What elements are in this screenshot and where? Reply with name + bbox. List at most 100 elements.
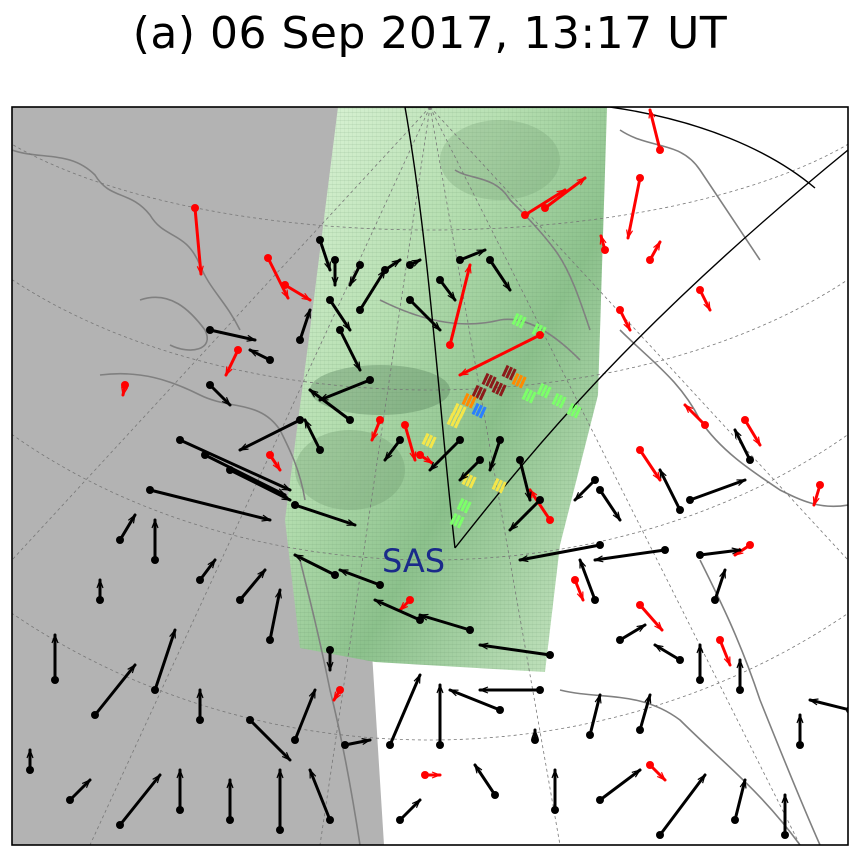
velocity-vector — [486, 256, 512, 292]
velocity-vector — [578, 558, 599, 604]
velocity-vector — [401, 421, 417, 462]
velocity-vector — [508, 496, 544, 532]
night-shade — [12, 107, 384, 845]
velocity-vector — [264, 254, 290, 300]
velocity-vector — [516, 456, 532, 502]
velocity-vector — [636, 601, 664, 632]
velocity-vector — [571, 576, 585, 602]
velocity-vector — [308, 388, 354, 424]
velocity-vector — [781, 793, 789, 839]
velocity-vector — [291, 501, 357, 527]
velocity-vector — [741, 416, 762, 447]
echo-cell — [446, 412, 462, 429]
station-label: SAS — [382, 542, 445, 580]
echo-cell — [491, 477, 507, 494]
velocity-vector — [356, 268, 387, 314]
echo-cell — [461, 472, 477, 489]
velocity-vector — [293, 553, 339, 579]
velocity-vector — [573, 476, 599, 502]
velocity-vector — [370, 416, 384, 442]
radar-echoes — [421, 312, 582, 529]
velocity-vector — [291, 688, 317, 744]
velocity-vector — [616, 623, 647, 644]
velocity-vector — [636, 446, 662, 482]
velocity-vector — [246, 716, 292, 762]
echo-cell — [481, 372, 497, 389]
velocity-vector — [626, 174, 644, 240]
velocity-vector — [326, 296, 352, 332]
velocity-vector — [696, 547, 742, 559]
velocity-vector — [436, 276, 457, 302]
velocity-vector — [596, 486, 622, 522]
imager-swath — [285, 107, 607, 672]
velocity-vector — [176, 768, 184, 814]
velocity-vector — [731, 778, 747, 824]
map-frame — [11, 106, 849, 846]
velocity-vector — [653, 643, 684, 664]
velocity-vector — [658, 468, 684, 514]
velocity-vector — [796, 713, 804, 749]
velocity-vector — [281, 281, 312, 302]
velocity-vector — [686, 478, 747, 504]
velocity-vector — [303, 418, 324, 454]
velocity-vector — [478, 642, 554, 659]
velocity-vector — [191, 204, 204, 276]
radar-fov — [404, 107, 848, 549]
velocity-vector — [383, 436, 404, 462]
velocity-vector — [151, 628, 177, 694]
velocity-vector — [458, 331, 544, 377]
velocity-vector — [396, 798, 422, 824]
velocity-vector — [121, 381, 129, 397]
velocity-vector — [236, 568, 267, 604]
echo-cell — [521, 387, 537, 404]
velocity-vector — [196, 688, 204, 724]
velocity-vector — [478, 686, 544, 694]
velocity-vector — [473, 763, 499, 799]
echo-cell — [471, 384, 487, 401]
velocity-vector — [151, 518, 159, 564]
velocity-vector — [736, 658, 744, 694]
velocity-vector — [96, 578, 104, 604]
velocity-vector — [66, 778, 92, 804]
velocity-vector — [316, 236, 332, 272]
velocity-vector — [636, 693, 652, 734]
velocity-vector — [593, 546, 669, 563]
velocity-vector — [276, 768, 284, 834]
echo-cell — [511, 312, 527, 329]
velocity-vector — [716, 636, 732, 667]
velocity-vector — [338, 568, 384, 589]
velocity-vector — [348, 261, 364, 287]
velocity-vector — [296, 308, 312, 344]
velocity-vector — [421, 771, 442, 779]
velocity-vector — [308, 768, 334, 824]
velocity-vector — [711, 568, 727, 604]
velocity-vector — [91, 663, 137, 719]
velocity-vector — [646, 761, 667, 782]
velocity-vector — [373, 598, 424, 624]
velocity-vector — [446, 263, 472, 349]
velocity-vector — [448, 688, 504, 714]
velocity-vector — [196, 558, 217, 584]
echo-cell — [451, 402, 467, 419]
velocity-vector — [238, 416, 304, 452]
velocity-vector — [812, 481, 824, 507]
velocity-vector — [696, 286, 712, 312]
velocity-vector — [318, 376, 374, 402]
echo-cell — [491, 380, 507, 397]
velocity-vector — [428, 436, 464, 472]
velocity-vector — [116, 773, 162, 829]
velocity-vector — [599, 234, 609, 254]
velocity-vector — [206, 326, 257, 342]
velocity-vector — [226, 466, 292, 502]
velocity-vector — [406, 258, 422, 269]
echo-cell — [456, 497, 472, 514]
echo-cell — [551, 392, 567, 409]
velocity-vector — [518, 541, 604, 563]
velocity-vector — [646, 240, 662, 264]
velocity-vector — [733, 541, 754, 557]
echo-cell — [461, 392, 477, 409]
velocity-vector — [146, 486, 272, 522]
velocity-vector — [331, 256, 339, 287]
velocity-vector — [696, 643, 704, 684]
